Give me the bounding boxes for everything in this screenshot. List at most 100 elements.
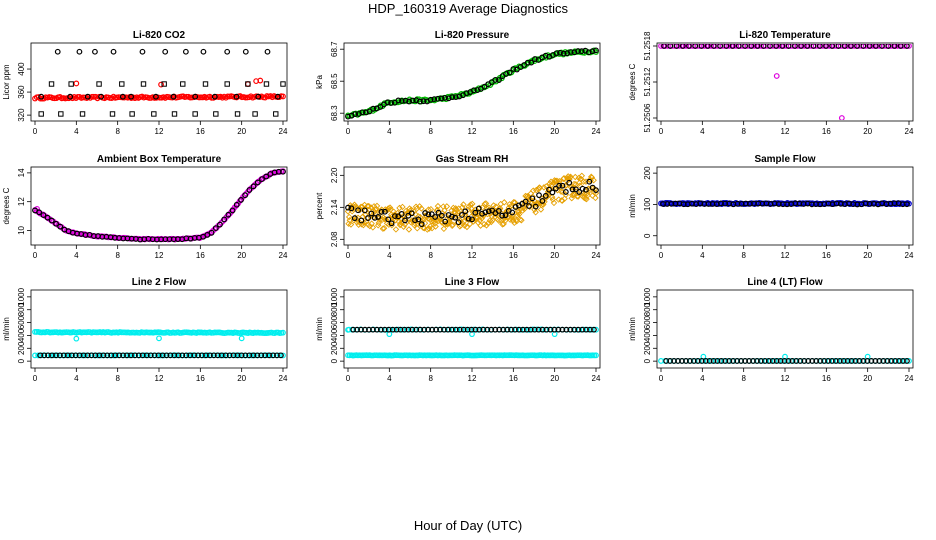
y-tick-label: 400 [330, 328, 339, 342]
data-point [367, 204, 375, 211]
data-point [371, 214, 378, 221]
data-point [442, 218, 449, 225]
data-point [480, 326, 487, 333]
data-point [378, 208, 385, 215]
plot-points [32, 168, 286, 243]
data-point [350, 326, 357, 333]
page-title: HDP_160319 Average Diagnostics [368, 1, 568, 16]
data-point [157, 352, 164, 359]
data-point [400, 223, 407, 230]
panel-5: Gas Stream RH percent 0 4 8 12 16 20 24 2.08 2.14 2… [315, 154, 601, 260]
data-point [214, 352, 221, 359]
y-tick-label: 200 [330, 341, 339, 355]
data-point [183, 352, 190, 359]
y-tick-label: 2.20 [330, 167, 339, 183]
data-point [854, 44, 861, 49]
data-point [381, 208, 388, 215]
y-tick-label: 800 [643, 302, 652, 316]
data-point [254, 352, 261, 359]
data-point [499, 212, 506, 219]
data-point [829, 358, 835, 364]
x-tick-label: 4 [387, 127, 392, 136]
data-point [58, 111, 64, 117]
data-point [495, 208, 502, 214]
data-point [506, 69, 513, 76]
data-point [135, 352, 142, 359]
data-point [872, 358, 879, 364]
data-point [526, 203, 532, 209]
data-point [748, 44, 755, 49]
data-point [41, 352, 48, 359]
data-point [852, 358, 859, 364]
series-line-2 [345, 47, 599, 119]
data-point [432, 214, 439, 220]
data-point [258, 352, 265, 359]
data-point [206, 352, 213, 359]
data-point [360, 219, 368, 227]
data-point [246, 352, 253, 359]
y-axis-label: percent [315, 192, 324, 219]
data-point [463, 90, 470, 97]
data-point [213, 111, 219, 117]
data-point [567, 173, 574, 181]
data-point [192, 111, 198, 117]
data-point [449, 221, 457, 228]
data-point [509, 217, 517, 224]
data-point [433, 326, 439, 333]
x-tick-label: 0 [659, 374, 664, 383]
x-tick-label: 4 [700, 127, 705, 136]
data-point [722, 358, 729, 364]
data-point [742, 358, 749, 364]
data-point [98, 93, 105, 100]
y-tick-label: 68.3 [330, 105, 339, 121]
data-point [128, 352, 134, 359]
data-point [452, 214, 459, 221]
y-tick-label: 600 [17, 315, 26, 329]
data-point [92, 352, 99, 359]
data-point [96, 352, 103, 359]
y-tick-label: 1000 [17, 287, 26, 305]
x-tick-label: 24 [905, 127, 914, 136]
data-point [465, 215, 472, 222]
data-point [388, 100, 395, 106]
data-point [550, 199, 558, 207]
data-point [906, 44, 912, 49]
x-tick-label: 4 [700, 374, 705, 383]
x-tick-label: 16 [196, 251, 205, 260]
data-point [531, 56, 538, 62]
data-point [750, 358, 756, 364]
data-point [408, 210, 415, 217]
x-tick-label: 12 [781, 251, 790, 260]
data-point [221, 216, 228, 223]
data-point [485, 204, 493, 211]
x-tick-label: 20 [237, 127, 246, 136]
data-point [173, 352, 180, 359]
data-point [377, 326, 384, 333]
data-point [496, 205, 504, 212]
data-point [353, 218, 361, 226]
data-point [473, 209, 481, 216]
data-point [559, 182, 566, 189]
data-point [583, 186, 589, 193]
data-point [470, 87, 477, 94]
data-point [203, 352, 209, 359]
data-point [358, 221, 365, 228]
data-point [524, 59, 531, 66]
data-point [100, 352, 107, 359]
data-point [229, 207, 236, 214]
data-point [88, 352, 95, 359]
data-point [429, 326, 436, 333]
data-point [409, 326, 416, 333]
x-tick-label: 4 [700, 251, 705, 260]
data-point [80, 352, 87, 359]
data-point [492, 326, 499, 333]
data-point [376, 214, 383, 221]
x-tick-label: 8 [115, 251, 120, 260]
series-line-2 [32, 328, 286, 342]
data-point [540, 184, 548, 191]
data-point [408, 206, 415, 214]
data-point [242, 192, 249, 199]
data-point [129, 111, 135, 117]
data-point [532, 203, 539, 210]
data-point [821, 358, 827, 364]
